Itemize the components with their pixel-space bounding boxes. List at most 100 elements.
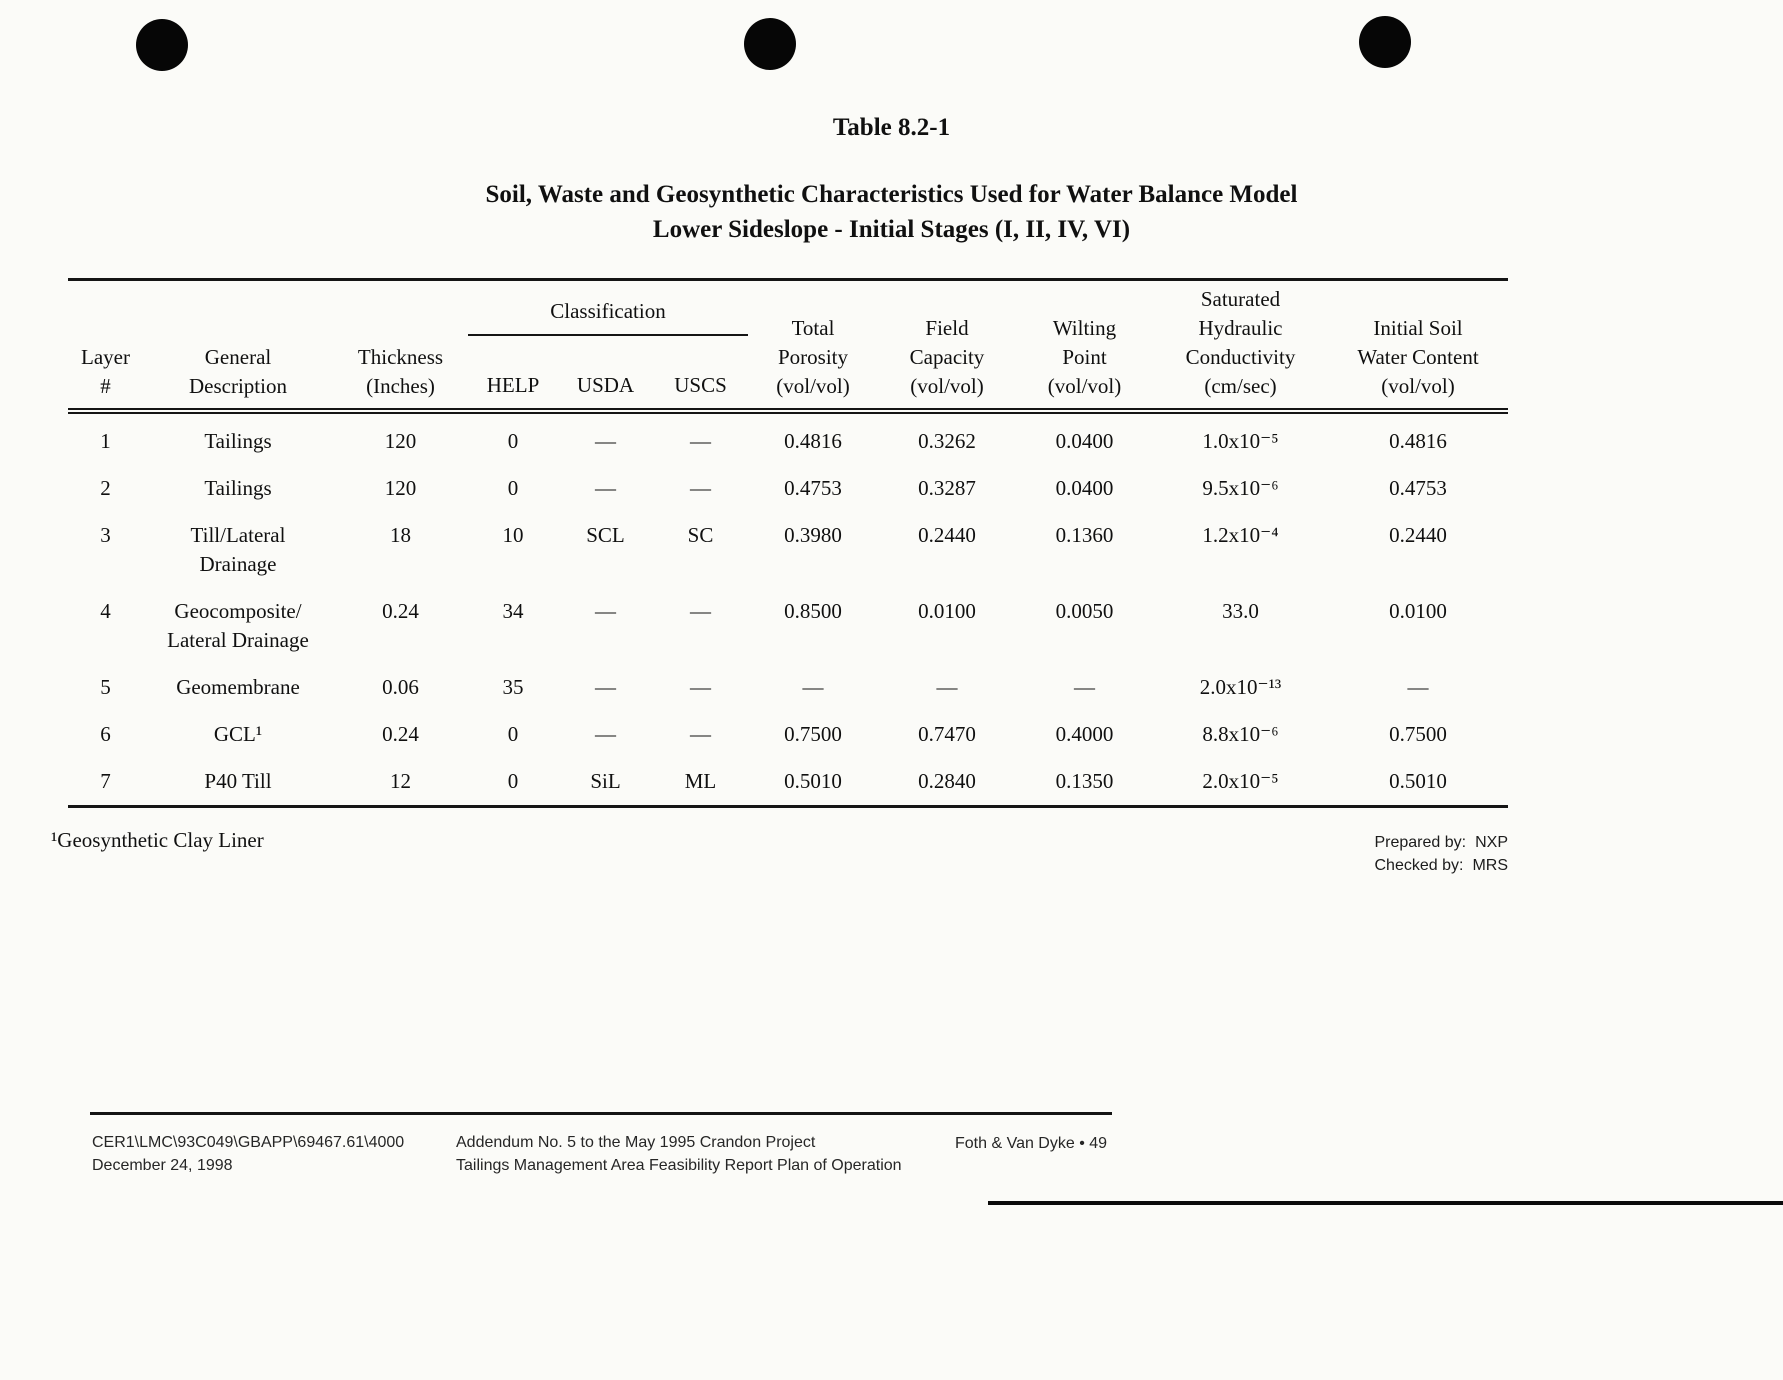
table-header: Layer # General Description Thickness (I… (68, 279, 1508, 414)
table-cell: 0.1360 (1055, 523, 1114, 547)
col-header-wilting-point: Wilting Point (vol/vol) (1016, 279, 1153, 414)
table-cell: — (690, 429, 711, 453)
footer-date: December 24, 1998 (92, 1157, 233, 1174)
table-cell: SC (687, 523, 714, 547)
col-header-uscs: USCS (653, 335, 748, 414)
footer-addendum-line2: Tailings Management Area Feasibility Rep… (456, 1157, 902, 1174)
table-cell: Tailings (204, 476, 272, 500)
hole-punch-center (744, 18, 796, 70)
checked-by-label: Checked by: (1374, 857, 1464, 874)
table-cell: 0.8500 (784, 599, 842, 623)
table-cell: 120 (384, 429, 417, 453)
table-cell: GCL¹ (213, 722, 263, 746)
col-header-help: HELP (468, 335, 558, 414)
hole-punch-right (1359, 16, 1411, 68)
table-cell: 0.2840 (918, 769, 976, 793)
table-cell: Till/Lateral Drainage (190, 523, 286, 576)
table-row: 5 Geomembrane 0.06 35 — — — — — 2.0x10⁻¹³ — (68, 664, 1508, 711)
characteristics-table: Layer # General Description Thickness (I… (68, 278, 1508, 808)
footer-publisher-page: Foth & Van Dyke • 49 (955, 1135, 1108, 1152)
col-header-initial-water-content: Initial Soil Water Content (vol/vol) (1328, 279, 1508, 414)
table-cell: 7 (100, 769, 111, 793)
table-cell: 0.4816 (1389, 429, 1447, 453)
col-header-description: General Description (143, 279, 333, 414)
table-cell: 0.5010 (1389, 769, 1447, 793)
table-cell: 9.5x10⁻⁶ (1202, 476, 1279, 500)
table-cell: 0.4753 (784, 476, 842, 500)
table-cell: 8.8x10⁻⁶ (1202, 722, 1279, 746)
col-header-classification-group: Classification (468, 279, 748, 337)
col-header-hydraulic-conductivity: Saturated Hydraulic Conductivity (cm/sec… (1153, 279, 1328, 414)
table-cell: ML (684, 769, 717, 793)
table-cell: — (1407, 675, 1429, 699)
table-row: 7 P40 Till 12 0 SiL ML 0.5010 0.2840 0.1350 2.0x1… (68, 758, 1508, 807)
table-cell: 0.7470 (918, 722, 976, 746)
table-cell: — (690, 722, 711, 746)
table-cell: 0.3287 (918, 476, 976, 500)
table-cell: 0.5010 (784, 769, 842, 793)
table-cell: 2.0x10⁻⁵ (1202, 769, 1279, 793)
table-cell: 0.24 (382, 599, 419, 623)
table-cell: 0.3262 (918, 429, 976, 453)
table-cell: — (595, 599, 616, 623)
footnote-gcl: ¹Geosynthetic Clay Liner (51, 828, 264, 852)
table-cell: P40 Till (204, 769, 272, 793)
checked-by-line: Checked by: MRS (1374, 854, 1509, 877)
table-cell: 0 (507, 476, 519, 500)
table-cell: Tailings (204, 429, 272, 453)
table-cell: 0.0050 (1055, 599, 1114, 623)
table-row: 1 Tailings 120 0 — — 0.4816 0.3262 0.0400 1.0x10⁻… (68, 411, 1508, 465)
table-row: 3 Till/Lateral Drainage 18 10 SCL SC 0.3980 0.2… (68, 512, 1508, 588)
table-cell: — (690, 675, 711, 699)
table-cell: — (802, 675, 824, 699)
table-cell: 0.1350 (1055, 769, 1114, 793)
table-cell: 0.7500 (1389, 722, 1447, 746)
table-cell: 0.0100 (918, 599, 976, 623)
table-cell: SiL (590, 769, 621, 793)
table-cell: 120 (384, 476, 417, 500)
table-cell: Geocomposite/ Lateral Drainage (167, 599, 309, 652)
table-cell: 0 (507, 769, 519, 793)
table-cell: 0 (507, 722, 519, 746)
table-cell: 0.3980 (784, 523, 842, 547)
table-cell: 4 (100, 599, 111, 623)
prepared-by-line: Prepared by: NXP (1374, 831, 1508, 854)
table-cell: 0.2440 (918, 523, 976, 547)
table-body: 1 Tailings 120 0— —0.4816 0.3262 0.0400 1.0x10⁻… (68, 411, 1508, 807)
table-cell: 0.4000 (1055, 722, 1114, 746)
table-cell: 12 (390, 769, 411, 793)
table-cell: — (595, 429, 616, 453)
table-cell: 5 (100, 675, 111, 699)
header-row-top: Layer # General Description Thickness (I… (68, 279, 1508, 414)
table-cell: 2 (100, 476, 111, 500)
col-header-total-porosity: Total Porosity (vol/vol) (748, 279, 878, 414)
table-cell: 1 (100, 429, 111, 453)
table-cell: 0.06 (382, 675, 419, 699)
table-cell: — (690, 599, 711, 623)
table-cell: — (595, 722, 616, 746)
table-cell: 0.7500 (784, 722, 842, 746)
page-subtitle: Lower Sideslope - Initial Stages (I, II,… (652, 216, 1131, 243)
table-cell: 0.0400 (1055, 429, 1114, 453)
table-cell: 0.4816 (784, 429, 842, 453)
table-cell: 1.2x10⁻⁴ (1202, 523, 1279, 547)
table-cell: 0 (507, 429, 519, 453)
footer-divider (90, 1112, 1112, 1115)
table-cell: 6 (100, 722, 111, 746)
page-title: Soil, Waste and Geosynthetic Characteris… (485, 181, 1298, 208)
table-cell: 0.0100 (1389, 599, 1447, 623)
table-cell: 33.0 (1222, 599, 1259, 623)
table-cell: 0.2440 (1389, 523, 1447, 547)
col-header-usda: USDA (558, 335, 653, 414)
scan-edge-line (988, 1201, 1783, 1205)
hole-punch-left (136, 19, 188, 71)
footer-addendum: Addendum No. 5 to the May 1995 Crandon P… (456, 1131, 902, 1177)
table-cell: 3 (100, 523, 111, 547)
table-cell: 0.24 (382, 722, 419, 746)
table-number: Table 8.2-1 (832, 114, 951, 141)
col-header-layer: Layer # (68, 279, 143, 414)
table-cell: — (595, 675, 616, 699)
footer-addendum-line1: Addendum No. 5 to the May 1995 Crandon P… (456, 1134, 816, 1151)
table-cell: 1.0x10⁻⁵ (1202, 429, 1279, 453)
